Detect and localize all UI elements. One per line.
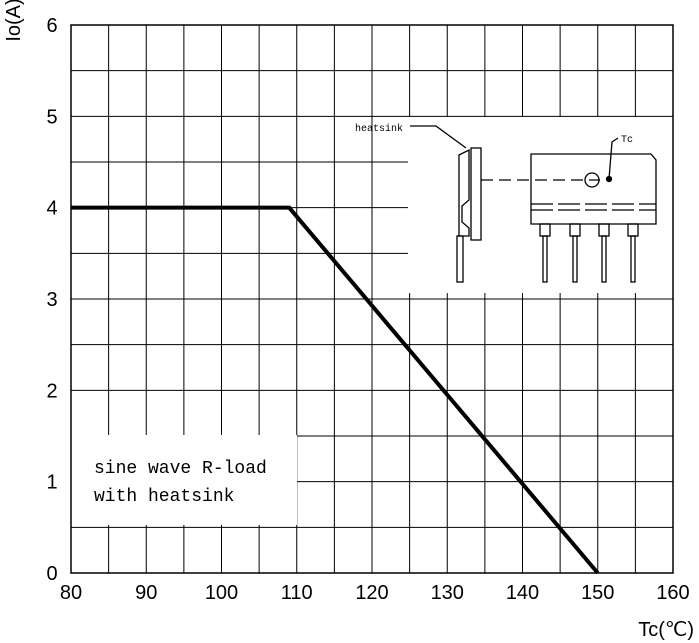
heatsink-leader [410,125,467,149]
x-tick-label: 90 [135,582,157,604]
y-tick-label: 0 [46,563,57,585]
tc-label: Tc [621,135,633,146]
x-tick-label: 150 [581,582,614,604]
y-tick-label: 2 [46,380,57,402]
series-line [71,205,600,575]
annotation-line-2: with heatsink [94,487,234,507]
tc-leader [608,137,619,180]
plot-frame [70,24,674,574]
y-tick-label: 4 [46,198,57,220]
package-front [530,153,657,225]
mounting-hole [584,172,600,188]
x-axis-title: Tc(℃) [638,619,694,641]
y-tick-labels: 0 1 2 3 4 5 6 [46,15,57,585]
x-tick-labels: 80 90 100 110 120 130 140 150 160 [60,582,690,604]
y-tick-label: 5 [46,106,57,128]
heatsink-label: heatsink [355,123,403,135]
x-tick-label: 160 [656,582,689,604]
heatsink-plate [470,147,482,241]
x-tick-label: 100 [205,582,238,604]
front-leads [539,223,639,283]
side-lead [456,235,464,283]
package-inset: heatsink Tc [355,123,657,283]
x-tick-label: 110 [281,582,313,604]
y-tick-label: 3 [46,289,57,311]
y-tick-label: 1 [46,472,57,494]
annotation-line-1: sine wave R-load [94,459,267,479]
y-axis-title: Io(A) [3,0,25,42]
inset-background [408,117,673,293]
x-tick-label: 130 [431,582,464,604]
y-tick-label: 6 [46,15,57,37]
annotation-background [71,435,297,525]
x-tick-label: 140 [506,582,539,604]
x-tick-label: 80 [60,582,82,604]
x-tick-label: 120 [355,582,388,604]
